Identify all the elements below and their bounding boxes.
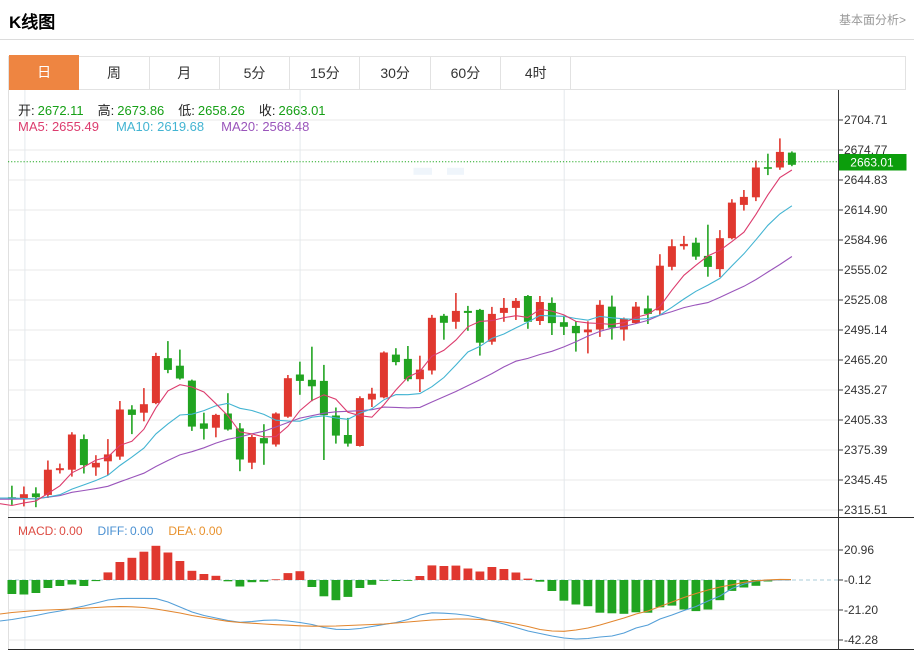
svg-text:-21.20: -21.20 [844, 603, 878, 617]
svg-text:2674.77: 2674.77 [844, 143, 888, 157]
svg-text:2465.20: 2465.20 [844, 353, 888, 367]
svg-text:2435.27: 2435.27 [844, 383, 888, 397]
svg-text:2644.83: 2644.83 [844, 173, 888, 187]
svg-text:2405.33: 2405.33 [844, 413, 888, 427]
svg-text:2315.51: 2315.51 [844, 503, 888, 517]
svg-text:2704.71: 2704.71 [844, 113, 888, 127]
svg-text:-0.12: -0.12 [844, 573, 872, 587]
svg-text:2495.14: 2495.14 [844, 323, 888, 337]
svg-text:2525.08: 2525.08 [844, 293, 888, 307]
svg-text:2614.90: 2614.90 [844, 203, 888, 217]
svg-text:2663.01: 2663.01 [850, 155, 894, 169]
svg-text:2584.96: 2584.96 [844, 233, 888, 247]
svg-text:2345.45: 2345.45 [844, 473, 888, 487]
svg-text:2375.39: 2375.39 [844, 443, 888, 457]
svg-text:2555.02: 2555.02 [844, 263, 888, 277]
svg-text:20.96: 20.96 [844, 543, 874, 557]
svg-text:-42.28: -42.28 [844, 633, 878, 647]
